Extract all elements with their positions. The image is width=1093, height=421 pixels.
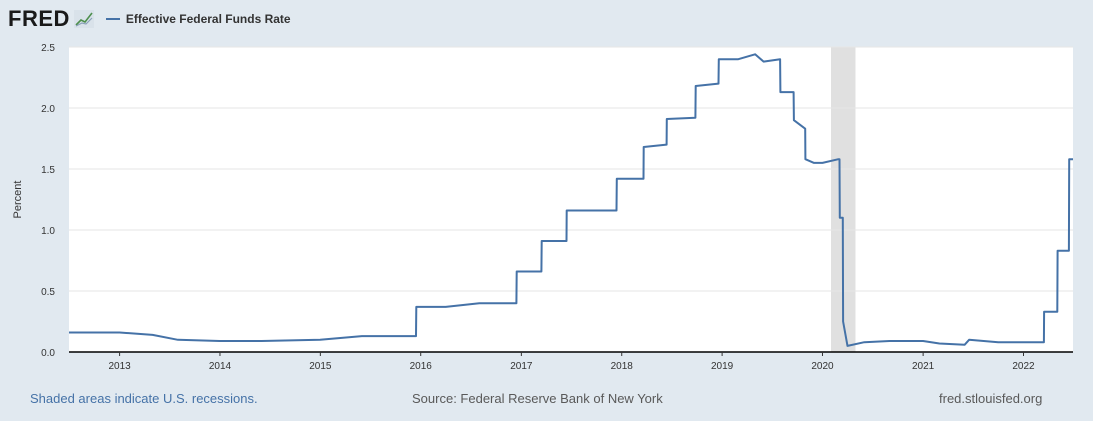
x-tick-label: 2014 (209, 361, 232, 372)
y-tick-label: 1.0 (41, 226, 55, 237)
x-tick-label: 2018 (611, 361, 634, 372)
chart-header: FRED Effective Federal Funds Rate (8, 6, 291, 32)
site-link[interactable]: fred.stlouisfed.org (939, 391, 1043, 406)
fred-graph-icon (73, 10, 94, 28)
x-tick-label: 2020 (811, 361, 834, 372)
y-axis-label: Percent (12, 181, 24, 219)
gridlines (69, 46, 1073, 292)
x-tick-label: 2022 (1012, 361, 1035, 372)
y-tick-label: 0.0 (41, 348, 55, 359)
y-tick-label: 2.0 (41, 104, 55, 115)
legend: Effective Federal Funds Rate (105, 12, 291, 26)
x-tick-label: 2016 (410, 361, 433, 372)
recession-note-link[interactable]: Shaded areas indicate U.S. recessions. (30, 391, 258, 406)
x-tick-label: 2017 (510, 361, 533, 372)
x-tick-label: 2019 (711, 361, 734, 372)
source-text: Source: Federal Reserve Bank of New York (412, 391, 663, 406)
legend-swatch (105, 18, 120, 20)
fred-logo-text: FRED (8, 6, 70, 31)
y-tick-label: 0.5 (41, 287, 55, 298)
legend-label: Effective Federal Funds Rate (125, 12, 291, 26)
x-tick-label: 2021 (912, 361, 935, 372)
series-layer (69, 53, 1073, 347)
x-tick-label: 2015 (309, 361, 332, 372)
x-tick-label: 2013 (108, 361, 131, 372)
y-tick-label: 1.5 (41, 165, 55, 176)
series-line-0[interactable] (69, 53, 1073, 347)
fred-logo[interactable]: FRED (8, 6, 94, 32)
y-tick-label: 2.5 (41, 43, 55, 54)
axes: 0.0 0.5 1.0 1.5 2.0 2.5 2013 2014 2015 2016 2017 20… (41, 43, 1073, 372)
plot-area (69, 47, 1073, 352)
